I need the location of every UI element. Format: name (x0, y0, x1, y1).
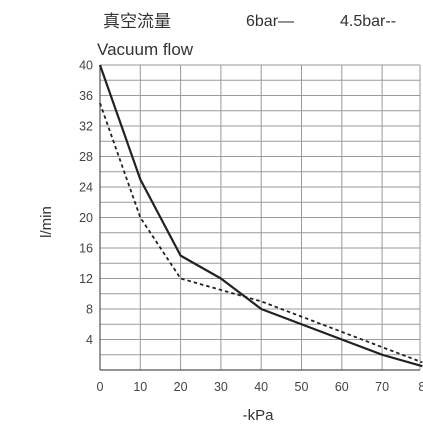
plot-frame (99, 65, 420, 371)
y-axis-label: l/min (38, 206, 55, 238)
y-tick-label: 12 (79, 272, 93, 286)
x-axis-label: -kPa (243, 407, 275, 424)
y-tick-label: 4 (86, 333, 93, 347)
y-tick-label: 16 (79, 242, 93, 256)
series-lines (98, 64, 423, 368)
x-tick-label: 10 (133, 380, 147, 394)
x-axis-ticks: 0 10 20 30 40 50 60 70 8 (97, 380, 423, 394)
series-line-6bar (98, 64, 423, 368)
x-tick-label: 0 (97, 380, 104, 394)
y-tick-label: 40 (79, 59, 93, 73)
legend-entry-6bar: 6bar— (246, 13, 294, 30)
x-tick-label: 70 (375, 380, 389, 394)
x-tick-label: 60 (335, 380, 349, 394)
grid (100, 64, 421, 370)
x-tick-label: 50 (295, 380, 309, 394)
y-tick-label: 24 (79, 181, 93, 195)
legend-entry-4-5bar: 4.5bar-- (340, 13, 396, 30)
x-tick-label: 20 (174, 380, 188, 394)
x-tick-label: 8 (418, 380, 423, 394)
y-tick-label: 32 (79, 120, 93, 134)
y-axis-ticks: 4 8 12 16 20 24 28 32 36 40 (79, 59, 93, 348)
y-tick-label: 20 (79, 211, 93, 225)
x-tick-label: 30 (214, 380, 228, 394)
chart-title: 真空流量 (103, 12, 171, 32)
x-tick-label: 40 (254, 380, 268, 394)
chart-subtitle: Vacuum flow (97, 40, 194, 59)
y-tick-label: 36 (79, 89, 93, 103)
y-tick-label: 8 (86, 303, 93, 317)
y-tick-label: 28 (79, 150, 93, 164)
series-line-4-5bar (99, 102, 423, 364)
